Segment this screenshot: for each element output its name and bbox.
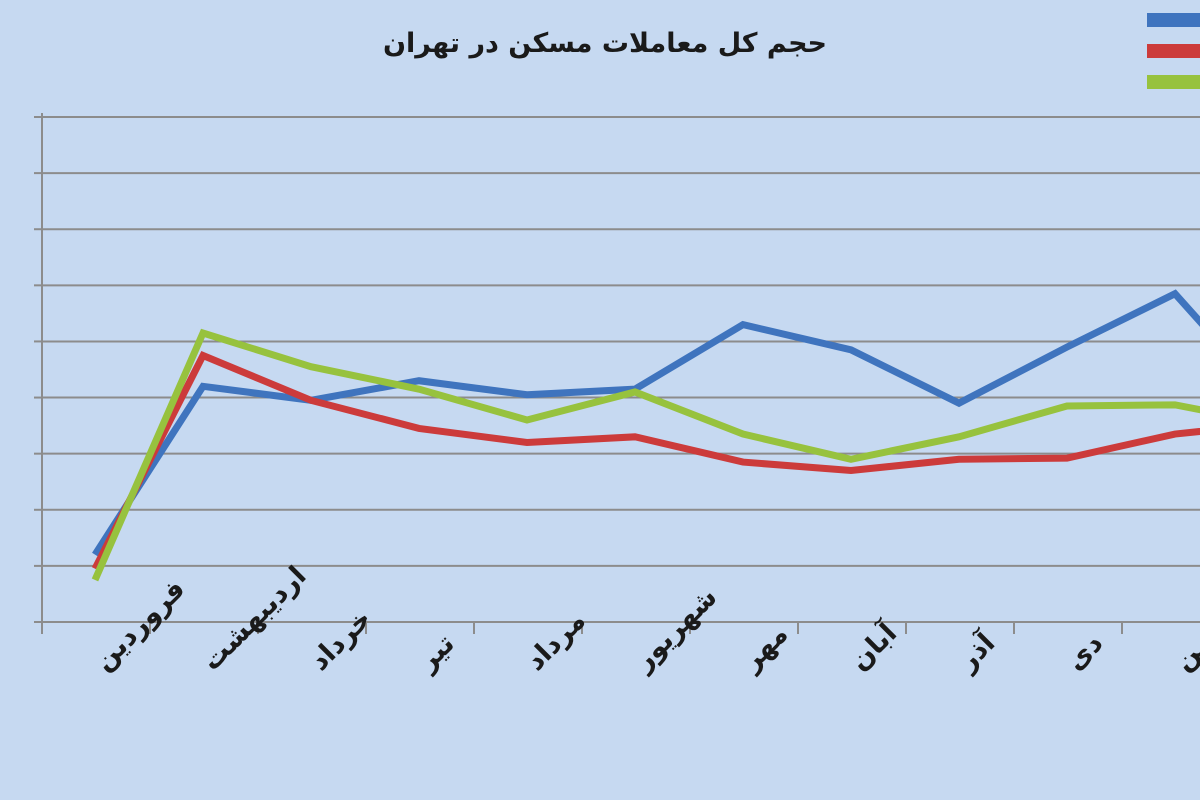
x-tick-label: بهمن (1168, 605, 1200, 677)
chart-title: حجم کل معاملات مسکن در تهران (383, 28, 827, 59)
series-line-2 (91, 350, 1200, 571)
x-tick-label: آبان (843, 616, 904, 677)
x-tick-label: خرداد (304, 603, 378, 677)
x-tick-label: دی (1060, 628, 1109, 677)
legend-swatch-2 (1147, 44, 1200, 58)
legend (1147, 13, 1200, 89)
legend-swatch-3 (1147, 75, 1200, 89)
x-tick-label: تیر (411, 628, 461, 678)
series-line-3 (91, 328, 1200, 582)
x-tick-label: آذر (949, 626, 1002, 679)
legend-swatch-1 (1147, 13, 1200, 27)
x-tick-label: اردیبهشت (196, 560, 312, 676)
x-tick-label: مرداد (520, 605, 592, 677)
x-tick-label: مهر (735, 619, 795, 679)
axes (34, 113, 1123, 634)
series-layer (91, 289, 1200, 582)
x-tick-label: فروردین (88, 574, 191, 677)
series-line-1 (92, 289, 1200, 557)
x-tick-label: شهریور (627, 582, 724, 679)
